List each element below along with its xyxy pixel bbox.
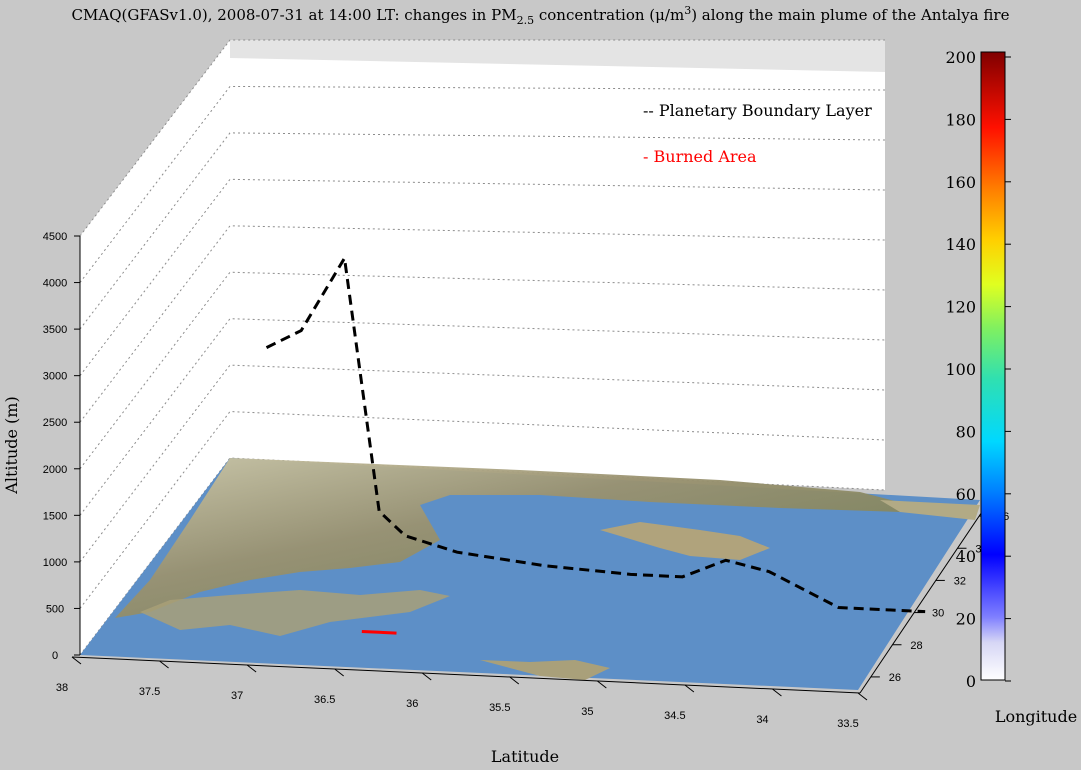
z-tick-label: 2500 <box>43 417 67 429</box>
y-axis-label: Longitude <box>995 707 1077 726</box>
x-tick-label: 35 <box>581 706 593 718</box>
colorbar-tick-label: 200 <box>945 48 976 67</box>
z-tick-label: 4500 <box>43 231 67 243</box>
colorbar-tick-label: 100 <box>945 360 976 379</box>
colorbar-tick-label: 0 <box>966 672 976 691</box>
x-tick-label: 37.5 <box>139 686 160 698</box>
x-tick-label: 36 <box>406 698 418 710</box>
back-wall <box>230 40 885 490</box>
y-tick-label: 28 <box>910 640 922 652</box>
z-tick-label: 500 <box>46 603 64 615</box>
levant-coast <box>880 500 980 520</box>
pbl-line <box>265 253 926 614</box>
series-group <box>265 253 926 635</box>
land-north <box>115 458 910 618</box>
chart-title: CMAQ(GFASv1.0), 2008-07-31 at 14:00 LT: … <box>71 4 1010 27</box>
burned-area-line <box>361 629 397 635</box>
grid-lines <box>79 39 886 656</box>
colorbar <box>980 51 1006 681</box>
colorbar-tick-label: 120 <box>945 298 976 317</box>
floor-map <box>80 458 980 690</box>
x-axis-line <box>71 656 861 694</box>
x-tick-label: 34.5 <box>664 710 685 722</box>
z-tick-label: 4000 <box>43 278 67 290</box>
legend-entry-burned: - Burned Area <box>643 147 757 166</box>
x-axis-label: Latitude <box>491 747 559 766</box>
x-tick-mark <box>71 656 82 665</box>
colorbar-tick-label: 160 <box>945 173 976 192</box>
x-tick-mark <box>334 668 344 677</box>
colorbar-tick-label: 20 <box>956 610 976 629</box>
y-tick-label: 30 <box>932 608 944 620</box>
x-ticks: 38 37.5 37 36.5 36 35.5 35 34.5 34 33.5 <box>56 656 868 730</box>
z-tick-label: 2000 <box>43 464 67 476</box>
x-tick-mark <box>509 676 520 685</box>
z-tick-label: 3500 <box>43 324 67 336</box>
z-ticks: 0 500 1000 1500 2000 2500 3000 3500 4000 4500 <box>43 231 80 662</box>
cyprus-island <box>600 522 770 560</box>
x-tick-mark <box>421 672 432 681</box>
legend-dash-pbl: -- <box>643 101 659 120</box>
x-tick-mark <box>597 680 607 689</box>
colorbar-tick-label: 60 <box>956 485 976 504</box>
z-tick-label: 0 <box>52 650 58 662</box>
crete-island <box>480 660 610 680</box>
z-tick-label: 3000 <box>43 371 67 383</box>
legend: -- Planetary Boundary Layer - Burned Are… <box>643 101 872 166</box>
grid-line <box>79 85 886 283</box>
x-tick-label: 33.5 <box>837 718 858 730</box>
colorbar-tick-label: 140 <box>945 235 976 254</box>
x-tick-label: 37 <box>231 690 243 702</box>
x-tick-mark <box>159 660 169 669</box>
x-tick-label: 38 <box>56 682 68 694</box>
colorbar-ticks: 0 20 40 60 80 100 120 140 160 180 200 <box>945 48 1011 691</box>
grid-line <box>79 132 886 330</box>
colorbar-tick-label: 180 <box>945 110 976 129</box>
z-axis-label: Altitude (m) <box>2 396 21 494</box>
x-tick-label: 34 <box>756 714 768 726</box>
left-wall <box>80 40 230 655</box>
z-tick-label: 1500 <box>43 510 67 522</box>
y-tick-label: 26 <box>889 672 901 684</box>
legend-label-pbl: Planetary Boundary Layer <box>659 101 872 120</box>
x-tick-mark <box>772 688 782 697</box>
x-tick-label: 36.5 <box>314 694 335 706</box>
colorbar-tick-label: 40 <box>956 547 976 566</box>
legend-dash-burned: - <box>643 147 654 166</box>
z-tick-label: 1000 <box>43 557 67 569</box>
x-tick-mark <box>246 664 257 673</box>
x-tick-label: 35.5 <box>489 702 510 714</box>
grid-line <box>79 39 885 237</box>
x-tick-mark <box>857 692 868 701</box>
y-tick-label: 32 <box>954 575 966 587</box>
x-tick-mark <box>684 684 695 693</box>
land-islands <box>140 590 450 636</box>
colorbar-tick-label: 80 <box>956 422 976 441</box>
back-wall-top-strip <box>230 40 885 72</box>
y-axis-line <box>859 499 991 694</box>
legend-label-burned: Burned Area <box>654 147 757 166</box>
legend-entry-pbl: -- Planetary Boundary Layer <box>643 101 872 120</box>
